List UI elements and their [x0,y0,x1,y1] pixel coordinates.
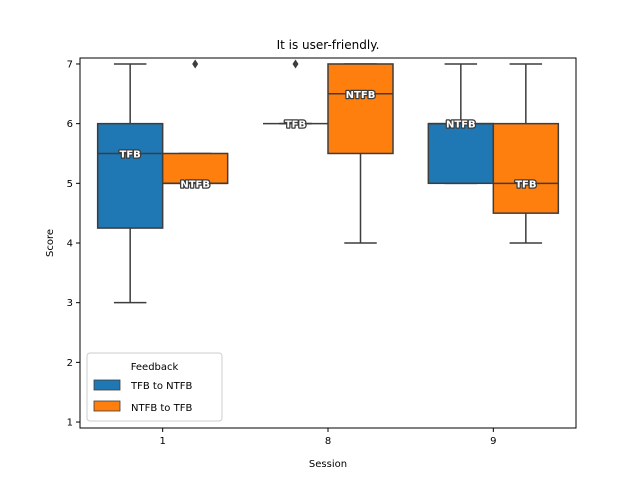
legend-swatch-ntfb-to-tfb [93,400,121,412]
x-tick-label: 1 [159,436,165,447]
legend-title: Feedback [131,362,179,373]
y-tick-label: 7 [67,59,73,70]
x-axis-label: Session [309,459,347,470]
box-iqr [327,63,394,155]
box-annotation-label: NTFB [446,120,476,131]
box-iqr [427,122,495,185]
legend-label-ntfb-to-tfb: NTFB to TFB [131,403,192,414]
x-tick-label: 8 [325,436,331,447]
box-iqr [492,122,560,214]
legend-frame [86,352,223,422]
x-tick-label: 9 [490,436,496,447]
chart-title: It is user-friendly. [277,38,380,52]
legend-swatch-tfb-to-ntfb [93,379,121,391]
y-tick-label: 3 [67,298,73,309]
box-annotation-label: TFB [515,179,536,190]
box-annotation-label: NTFB [346,90,376,101]
legend: Feedback TFB to NTFB NTFB to TFB [86,352,223,422]
legend-label-tfb-to-ntfb: TFB to NTFB [130,381,192,392]
box-annotation-label: NTFB [180,179,210,190]
box-iqr [161,152,229,185]
y-axis-label: Score [45,229,56,257]
y-tick-label: 1 [67,418,73,429]
y-tick-label: 4 [67,239,73,250]
y-tick-label: 2 [67,358,73,369]
box-annotation-label: TFB [285,120,306,131]
box-annotation-label: TFB [120,149,141,160]
outlier-point [192,59,199,69]
box-iqr [96,122,164,229]
y-tick-label: 5 [67,179,73,190]
axes-frame [79,57,577,429]
plot-area: 1 2 3 4 5 6 7 1 8 9 TFB TFB NTFB NTFB NTFB TFB [67,59,560,447]
y-tick-label: 6 [67,119,73,130]
outlier-point [292,59,299,69]
